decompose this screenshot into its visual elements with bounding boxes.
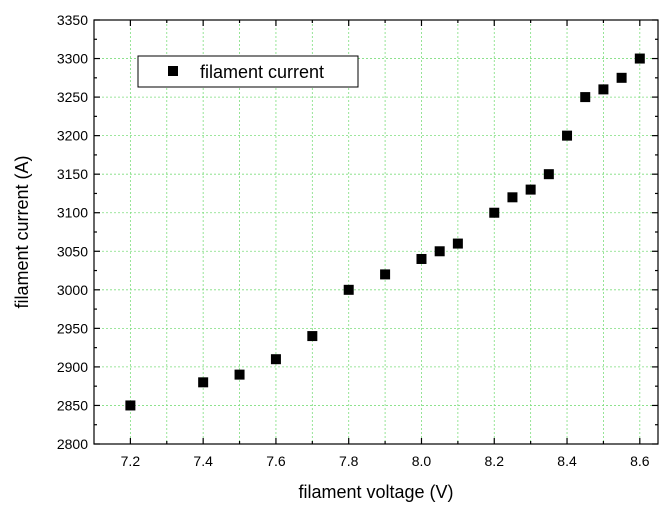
data-point <box>307 331 318 342</box>
y-tick-label: 3100 <box>57 205 88 221</box>
y-tick-label: 2850 <box>57 397 88 413</box>
y-tick-label: 3200 <box>57 128 88 144</box>
x-tick-label: 7.8 <box>339 453 359 469</box>
data-point <box>434 246 445 257</box>
tick-labels: 7.2 7.4 7.6 7.8 8.0 8.2 8.4 8.6 2800 2850 2900 2950… <box>57 12 650 469</box>
y-tick-label: 3350 <box>57 12 88 28</box>
y-tick-label: 3150 <box>57 166 88 182</box>
data-point <box>198 377 209 388</box>
data-point <box>616 72 627 83</box>
data-point <box>507 192 518 203</box>
data-point <box>543 169 554 180</box>
data-point <box>634 53 645 64</box>
y-axis-title: filament current (A) <box>12 155 32 308</box>
data-point <box>125 400 136 411</box>
y-tick-label: 3000 <box>57 282 88 298</box>
data-points <box>125 53 645 411</box>
data-point <box>234 369 245 380</box>
y-tick-label: 2900 <box>57 359 88 375</box>
legend-label: filament current <box>200 62 324 82</box>
data-point <box>380 269 391 280</box>
x-tick-label: 8.0 <box>412 453 432 469</box>
x-tick-label: 7.4 <box>193 453 213 469</box>
data-point <box>525 184 536 195</box>
x-tick-label: 8.2 <box>485 453 505 469</box>
x-axis-title: filament voltage (V) <box>298 482 453 502</box>
y-tick-label: 2800 <box>57 436 88 452</box>
axis-ticks <box>94 19 658 445</box>
y-tick-label: 3050 <box>57 243 88 259</box>
data-point <box>270 354 281 365</box>
y-tick-label: 3300 <box>57 51 88 67</box>
data-point <box>416 253 427 264</box>
y-tick-label: 3250 <box>57 89 88 105</box>
x-tick-label: 7.6 <box>266 453 286 469</box>
x-tick-label: 8.4 <box>557 453 577 469</box>
x-tick-label: 7.2 <box>121 453 141 469</box>
data-point <box>598 84 609 95</box>
data-point <box>452 238 463 249</box>
data-point <box>343 284 354 295</box>
data-point <box>562 130 573 141</box>
y-tick-label: 2950 <box>57 320 88 336</box>
data-point <box>489 207 500 218</box>
legend-marker <box>168 66 178 76</box>
data-point <box>580 92 591 103</box>
x-tick-label: 8.6 <box>630 453 650 469</box>
legend: filament current <box>137 55 359 88</box>
